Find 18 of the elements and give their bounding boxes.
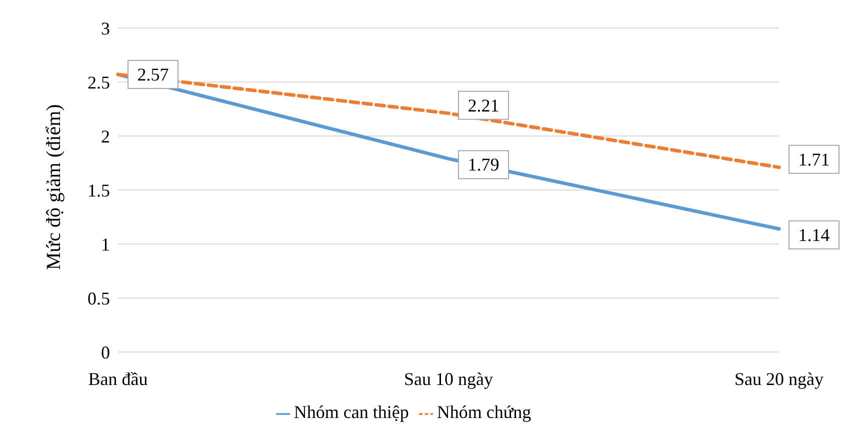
x-tick-label: Ban đầu <box>88 368 148 389</box>
y-tick-label: 0 <box>101 342 110 362</box>
y-tick-label: 0.5 <box>88 288 110 308</box>
data-label: 2.21 <box>468 95 500 116</box>
y-tick-label: 1.5 <box>88 180 110 200</box>
legend-label: Nhóm can thiệp <box>294 402 409 422</box>
data-label: 1.14 <box>798 224 830 245</box>
x-tick-label: Sau 10 ngày <box>404 368 493 389</box>
y-tick-label: 3 <box>101 18 110 38</box>
x-tick-label: Sau 20 ngày <box>734 368 824 389</box>
y-tick-label: 1 <box>101 234 110 254</box>
data-label: 1.79 <box>468 154 500 175</box>
legend-label: Nhóm chứng <box>436 402 532 422</box>
data-label: 2.57 <box>137 64 169 84</box>
y-tick-label: 2 <box>101 126 110 146</box>
data-label: 1.71 <box>798 149 830 170</box>
y-axis-title: Mức độ giảm (điểm) <box>43 104 66 270</box>
y-tick-label: 2.5 <box>88 72 110 92</box>
